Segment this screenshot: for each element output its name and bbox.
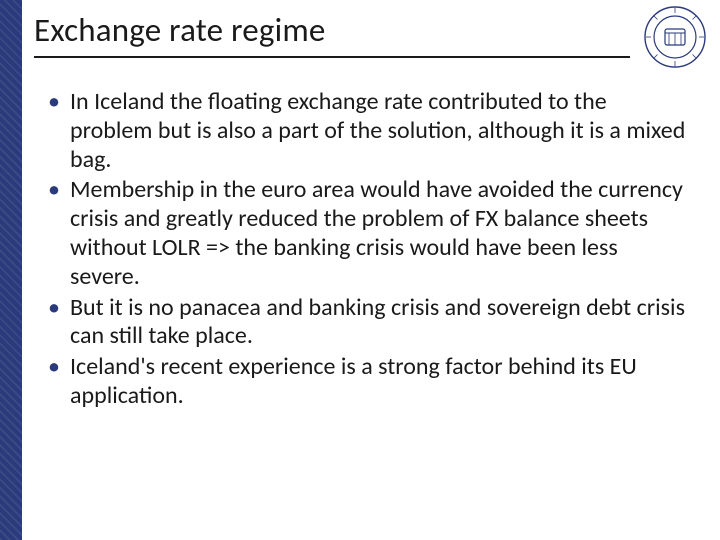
slide-title: Exchange rate regime: [34, 10, 630, 58]
bullet-item: But it is no panacea and banking crisis …: [44, 294, 690, 352]
bullet-item: Iceland's recent experience is a strong …: [44, 353, 690, 411]
bullet-item: In Iceland the floating exchange rate co…: [44, 88, 690, 174]
side-accent-texture: [0, 0, 22, 540]
slide-content: Exchange rate regime In Iceland the floa…: [34, 10, 700, 530]
bullet-item: Membership in the euro area would have a…: [44, 176, 690, 291]
side-accent-stripe: [0, 0, 22, 540]
bullet-list: In Iceland the floating exchange rate co…: [34, 88, 700, 411]
